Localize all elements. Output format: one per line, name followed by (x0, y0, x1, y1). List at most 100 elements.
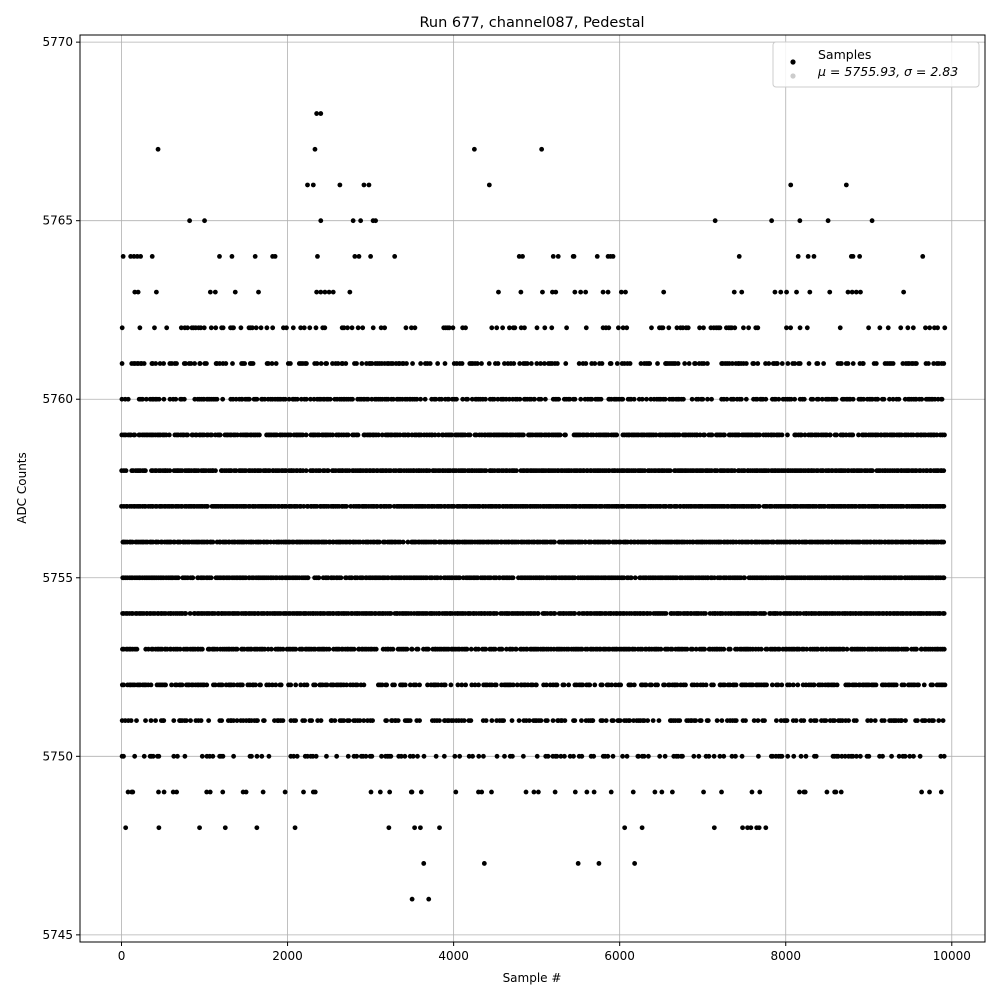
data-point (330, 432, 335, 438)
data-point (693, 646, 699, 652)
data-point (941, 361, 947, 366)
data-point (210, 753, 216, 759)
data-point (153, 289, 159, 295)
data-point (542, 325, 548, 331)
data-point (493, 682, 499, 688)
data-point (850, 361, 856, 366)
data-point (379, 753, 384, 759)
data-point (941, 575, 947, 581)
x-tick-label: 8000 (770, 949, 801, 963)
data-point (502, 753, 507, 759)
y-tick-label: 5750 (42, 749, 73, 763)
data-point (684, 646, 690, 652)
data-point (303, 396, 309, 402)
data-point (556, 396, 562, 402)
data-point (356, 253, 362, 259)
data-point (432, 432, 438, 438)
data-point (790, 682, 796, 688)
data-point (510, 682, 516, 688)
data-point (857, 253, 863, 259)
y-tick-label: 5760 (42, 392, 73, 406)
data-point (719, 789, 724, 795)
data-point (849, 289, 855, 295)
data-point (674, 325, 680, 331)
data-point (439, 396, 444, 402)
data-point (875, 396, 881, 402)
data-point (798, 753, 804, 759)
data-point (179, 682, 185, 688)
data-point (468, 718, 474, 724)
data-point (437, 718, 442, 724)
data-point (280, 718, 286, 724)
data-point (689, 396, 695, 402)
data-point (489, 789, 494, 795)
data-point (804, 646, 810, 652)
data-point (301, 789, 306, 795)
data-point (907, 753, 913, 759)
data-point (538, 396, 544, 402)
data-point (284, 325, 289, 331)
data-point (779, 432, 785, 438)
data-point (931, 361, 937, 366)
data-point (563, 361, 569, 366)
data-point (212, 682, 218, 688)
data-point (268, 646, 274, 652)
y-tick-label: 5755 (42, 571, 73, 585)
data-point (217, 432, 223, 438)
data-point (202, 218, 207, 224)
data-point (454, 396, 459, 402)
data-point (763, 396, 769, 402)
data-point (517, 396, 523, 402)
data-point (220, 396, 226, 402)
data-point (539, 146, 545, 152)
data-point (680, 396, 686, 402)
data-point (756, 503, 762, 509)
data-point (572, 396, 578, 402)
data-point (702, 646, 707, 652)
data-point (222, 825, 228, 831)
data-point (379, 432, 385, 438)
data-point (610, 253, 616, 259)
data-point (242, 361, 248, 366)
data-point (701, 361, 707, 366)
data-point (472, 682, 478, 688)
data-point (448, 682, 454, 688)
data-point (554, 682, 560, 688)
data-point (167, 468, 173, 474)
data-point (690, 646, 695, 652)
data-point (617, 718, 623, 724)
data-point (834, 432, 839, 438)
data-point (157, 361, 163, 366)
data-point (282, 789, 288, 795)
data-point (940, 718, 946, 724)
data-point (464, 646, 470, 652)
data-point (587, 682, 593, 688)
data-point (669, 789, 675, 795)
data-point (591, 789, 597, 795)
data-point (120, 253, 126, 259)
data-point (922, 718, 928, 724)
data-point (270, 325, 276, 331)
data-point (776, 396, 782, 402)
data-point (741, 325, 746, 331)
data-point (469, 682, 475, 688)
data-point (433, 396, 439, 402)
data-point (330, 289, 336, 295)
data-point (890, 361, 896, 366)
data-point (197, 825, 202, 831)
data-point (941, 753, 947, 759)
data-point (171, 718, 177, 724)
data-point (769, 682, 775, 688)
data-point (578, 396, 584, 402)
data-point (592, 682, 598, 688)
data-point (437, 825, 442, 831)
data-point (866, 325, 871, 331)
data-point (262, 646, 268, 652)
data-point (315, 718, 321, 724)
data-point (731, 396, 737, 402)
legend-box (772, 41, 980, 88)
data-point (388, 753, 394, 759)
data-point (674, 682, 680, 688)
data-point (575, 861, 581, 866)
data-point (345, 432, 351, 438)
